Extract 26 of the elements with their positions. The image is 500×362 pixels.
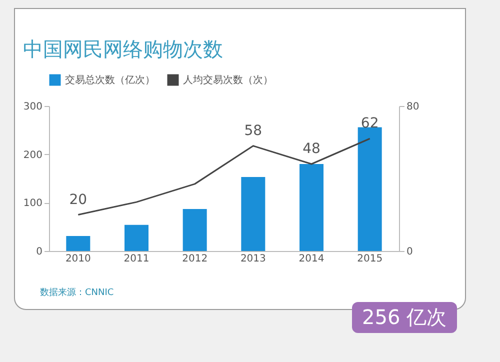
bar	[124, 224, 148, 251]
legend-label: 人均交易次数（次）	[183, 74, 273, 86]
text: 256 亿次	[352, 302, 457, 333]
x-tick-label: 2010	[65, 254, 91, 264]
x-tick-label: 2012	[182, 254, 208, 264]
bar	[241, 177, 266, 251]
y2-tick-label: 0	[406, 246, 413, 258]
source-note: 数据来源：CNNIC	[40, 286, 114, 299]
bar	[358, 127, 382, 251]
bar	[300, 164, 324, 251]
x-tick-label: 2011	[124, 254, 150, 264]
data-label: 58	[244, 122, 262, 139]
y-tick-label: 0	[36, 246, 42, 258]
x-tick-label: 2014	[298, 254, 324, 264]
y-tick-label: 200	[23, 150, 42, 161]
x-tick-label: 2015	[357, 254, 383, 264]
bar	[66, 236, 90, 251]
data-label: 48	[302, 141, 320, 157]
y-tick-label: 100	[23, 198, 42, 210]
legend-label: 交易总次数（亿次）	[65, 74, 155, 86]
bar	[182, 208, 207, 251]
x-tick-label: 2013	[240, 254, 266, 264]
data-label: 20	[69, 192, 88, 208]
y-tick-label: 300	[23, 102, 42, 112]
y2-tick-label: 80	[406, 102, 420, 112]
chart-title: 中国网民网络购物次数	[22, 37, 223, 61]
